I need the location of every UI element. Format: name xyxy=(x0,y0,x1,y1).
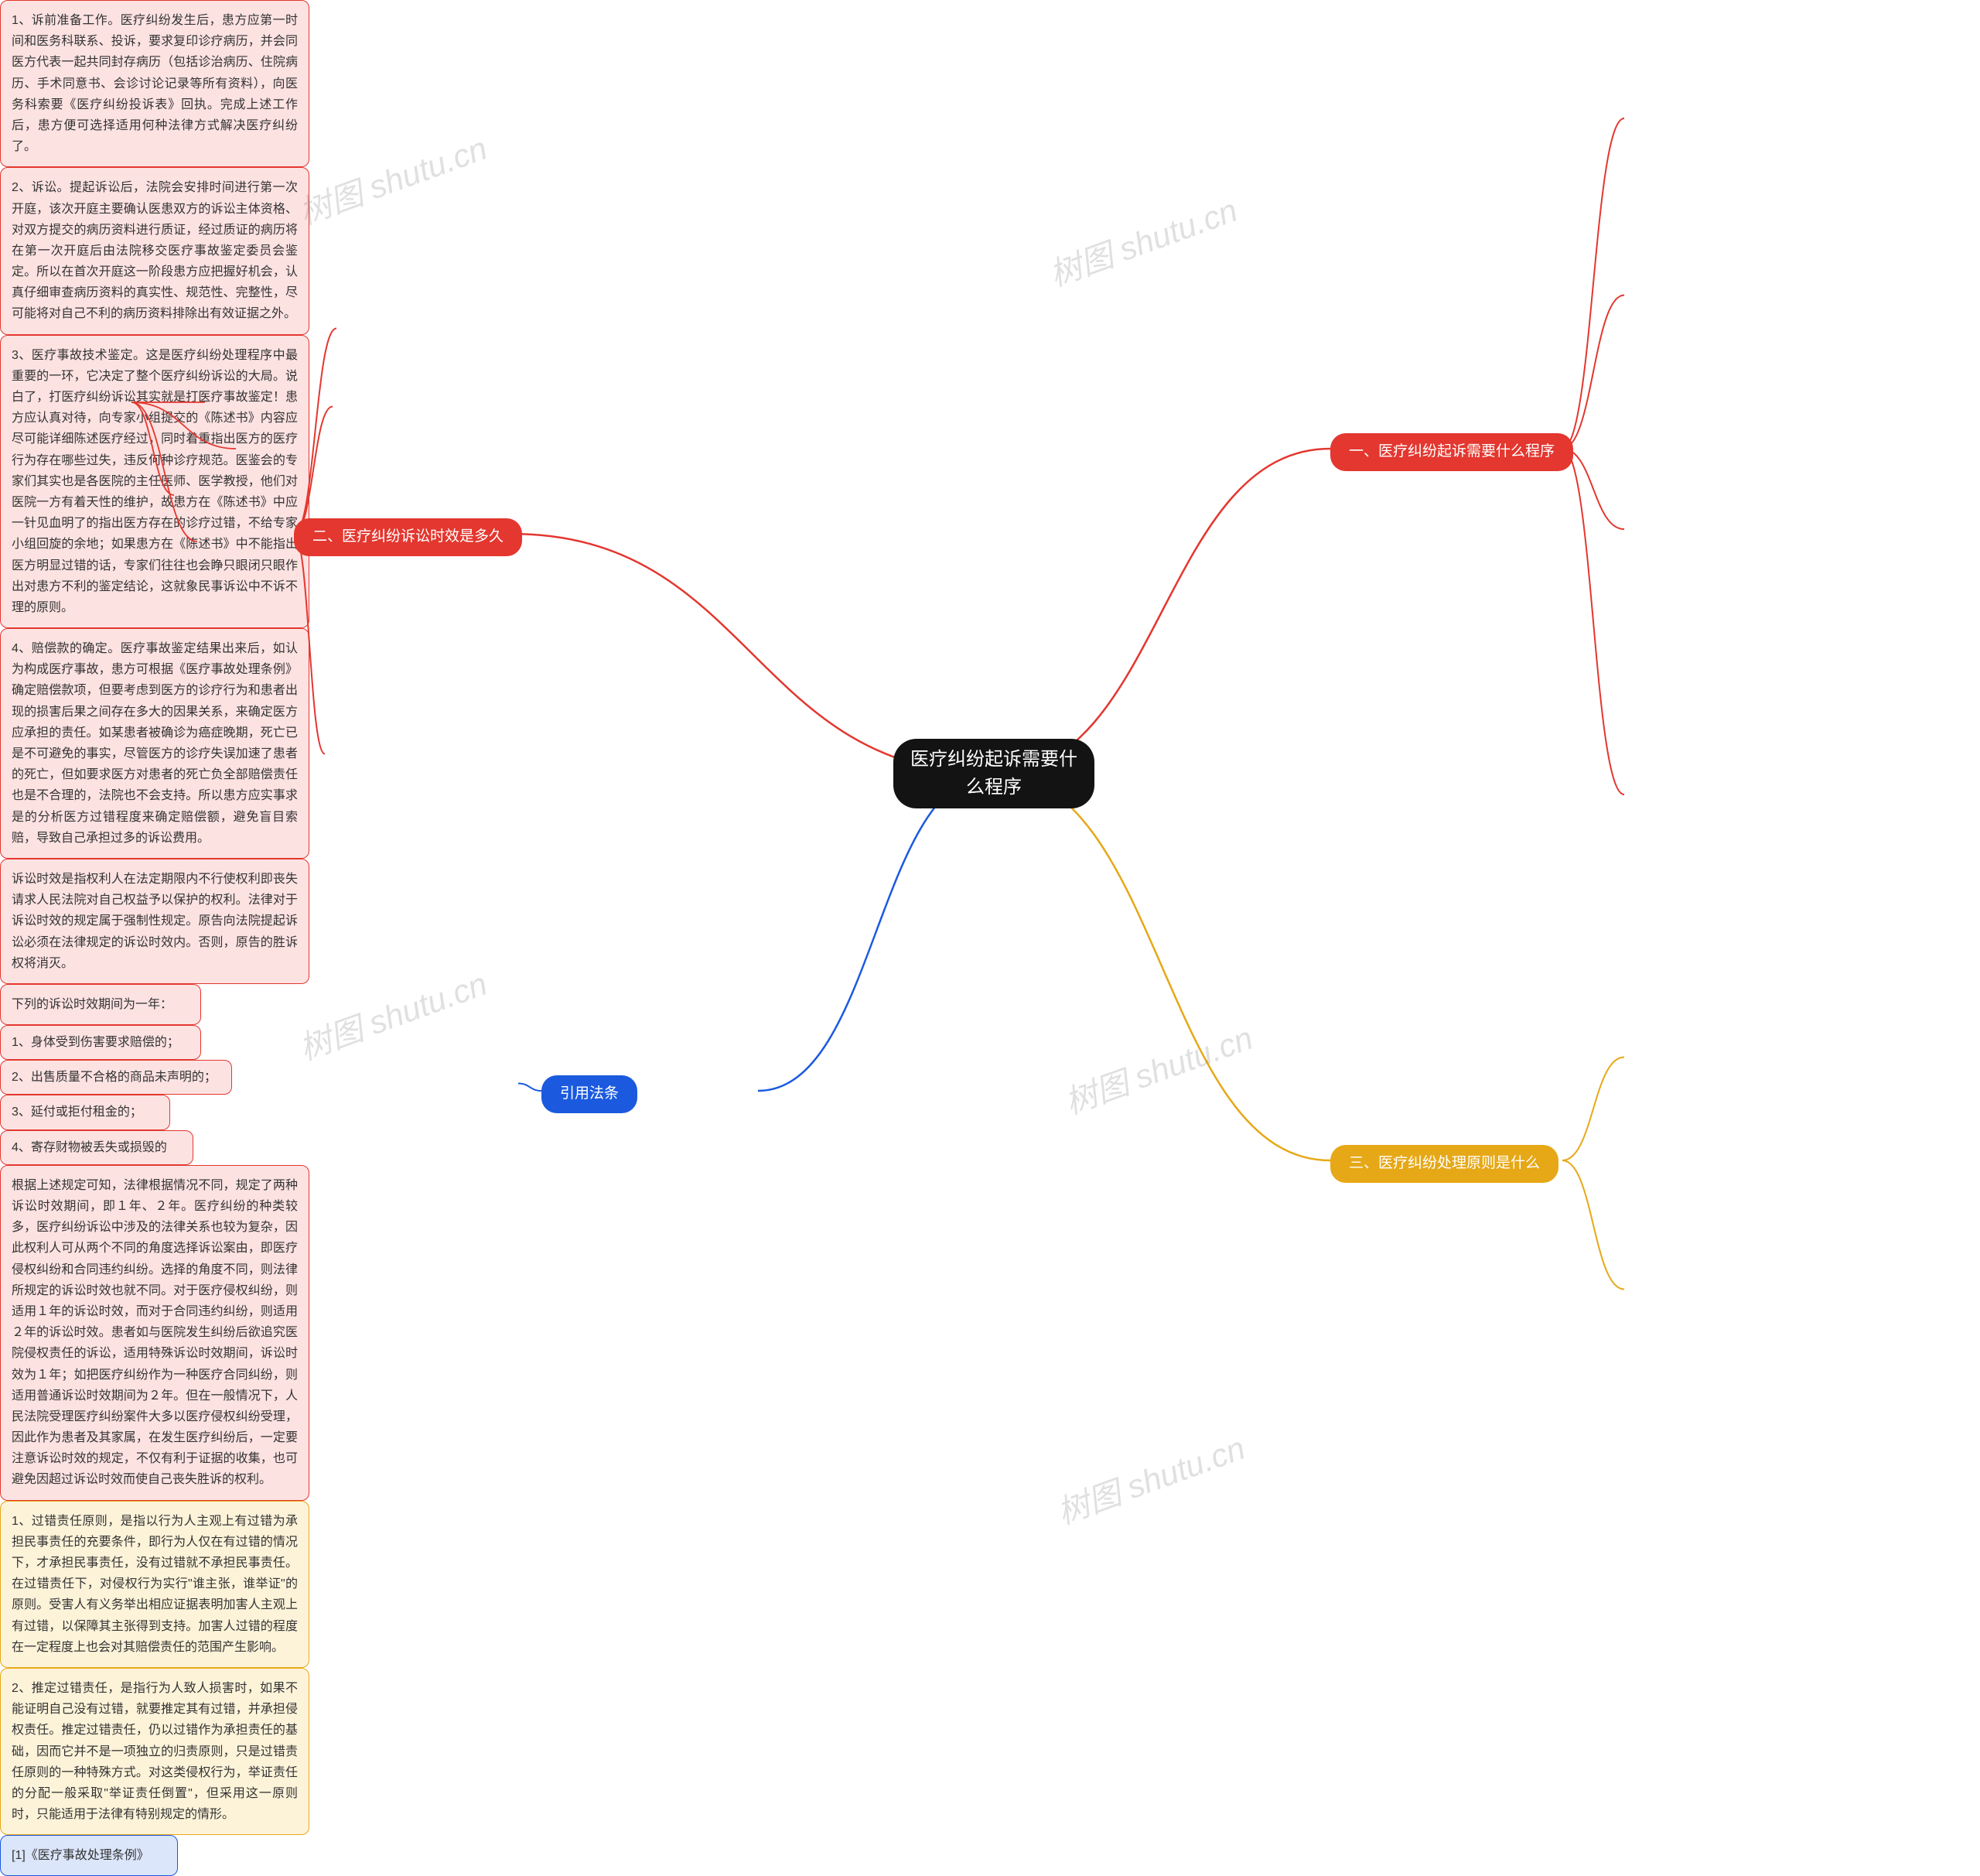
branch-node-b2[interactable]: 二、医疗纠纷诉讼时效是多久 xyxy=(294,518,522,556)
leaf-node[interactable]: 2、诉讼。提起诉讼后，法院会安排时间进行第一次开庭，该次开庭主要确认医患双方的诉… xyxy=(0,167,309,334)
sub-leaf-node[interactable]: 3、延付或拒付租金的； xyxy=(0,1095,170,1129)
leaf-node[interactable]: 1、诉前准备工作。医疗纠纷发生后，患方应第一时间和医务科联系、投诉，要求复印诊疗… xyxy=(0,0,309,167)
leaf-node[interactable]: 2、推定过错责任，是指行为人致人损害时，如果不能证明自己没有过错，就要推定其有过… xyxy=(0,1668,309,1835)
nodes-layer: 一、医疗纠纷起诉需要什么程序 1、诉前准备工作。医疗纠纷发生后，患方应第一时间和医… xyxy=(0,0,1980,1876)
leaf-node[interactable]: 根据上述规定可知，法律根据情况不同，规定了两种诉讼时效期间，即１年、２年。医疗纠… xyxy=(0,1165,309,1501)
branch-node-b1[interactable]: 一、医疗纠纷起诉需要什么程序 xyxy=(1330,433,1573,471)
sub-leaf-node[interactable]: 4、寄存财物被丢失或损毁的 xyxy=(0,1130,193,1165)
branch-node-b3[interactable]: 三、医疗纠纷处理原则是什么 xyxy=(1330,1145,1558,1183)
leaf-node[interactable]: 诉讼时效是指权利人在法定期限内不行使权利即丧失请求人民法院对自己权益予以保护的权… xyxy=(0,859,309,984)
sub-leaf-node[interactable]: 1、身体受到伤害要求赔偿的； xyxy=(0,1025,201,1060)
center-node[interactable]: 医疗纠纷起诉需要什么程序 xyxy=(893,739,1094,808)
leaf-node[interactable]: [1]《医疗事故处理条例》 xyxy=(0,1835,178,1876)
leaf-node[interactable]: 4、赔偿款的确定。医疗事故鉴定结果出来后，如认为构成医疗事故，患方可根据《医疗事… xyxy=(0,628,309,859)
leaf-node[interactable]: 1、过错责任原则，是指以行为人主观上有过错为承担民事责任的充要条件，即行为人仅在… xyxy=(0,1501,309,1668)
leaf-node[interactable]: 下列的诉讼时效期间为一年： xyxy=(0,984,201,1025)
branch-node-b4[interactable]: 引用法条 xyxy=(541,1075,637,1113)
sub-leaf-node[interactable]: 2、出售质量不合格的商品未声明的； xyxy=(0,1060,232,1095)
leaf-node[interactable]: 3、医疗事故技术鉴定。这是医疗纠纷处理程序中最重要的一环，它决定了整个医疗纠纷诉… xyxy=(0,335,309,628)
